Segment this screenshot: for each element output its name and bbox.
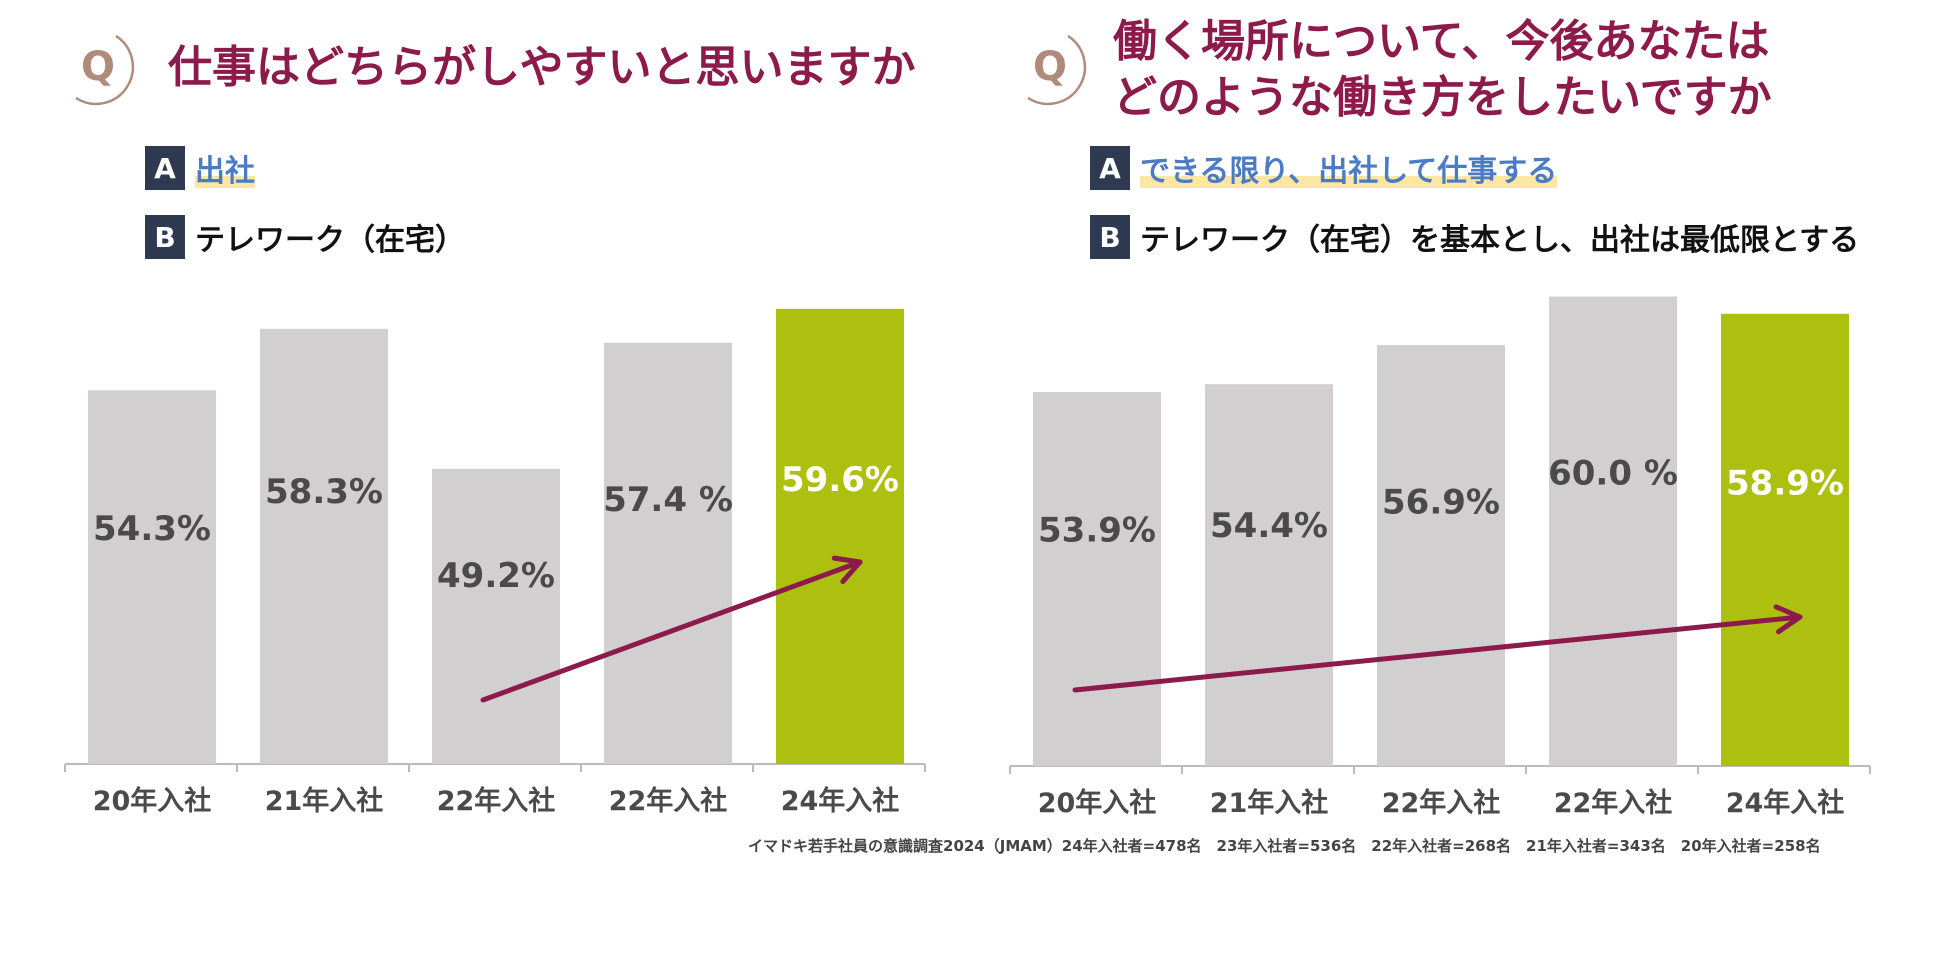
left-panel: Q 仕事はどちらがしやすいと思いますか A 出社 B テレワーク（在宅） 54.… — [64, 34, 926, 817]
category-label: 21年入社 — [265, 785, 384, 817]
option-b: B テレワーク（在宅）を基本とし、出社は最低限とする — [1090, 215, 1859, 259]
trend-arrow-line — [480, 559, 863, 703]
category-label: 20年入社 — [1038, 787, 1157, 819]
trend-arrow-line — [1072, 614, 1803, 693]
category-label: 20年入社 — [93, 785, 212, 817]
category-label: 24年入社 — [1726, 787, 1845, 819]
option-a-label: できる限り、出社して仕事する — [1140, 146, 1558, 190]
bar-value-label: 59.6% — [781, 460, 899, 500]
bar — [260, 328, 388, 764]
bar-value-label: 58.3% — [265, 472, 383, 512]
right-panel: Q 働く場所について、今後あなたは どのような働き方をしたいですか A できる限… — [975, 0, 1950, 956]
bar-chart-right: 53.9% 20年入社 54.4% 21年入社 56.9% 22年入社 60.0 % 22年入… — [1009, 296, 1871, 819]
q-letter: Q — [81, 44, 115, 90]
option-b: B テレワーク（在宅） — [145, 215, 465, 259]
option-b-label: テレワーク（在宅） — [195, 223, 465, 258]
bar — [1549, 296, 1677, 766]
question-title-line-1: 働く場所について、今後あなたは — [1113, 16, 1770, 67]
bar — [604, 342, 732, 764]
bar-value-label: 56.9% — [1382, 482, 1500, 522]
category-label: 21年入社 — [1210, 787, 1329, 819]
bar — [432, 468, 560, 764]
option-b-label: テレワーク（在宅）を基本とし、出社は最低限とする — [1140, 223, 1860, 258]
bar-value-label: 57.4 % — [603, 480, 733, 520]
option-a: A できる限り、出社して仕事する — [1090, 146, 1558, 190]
q-icon: Q — [75, 34, 135, 106]
bar-chart-left: 54.3% 20年入社 58.3% 21年入社 49.2% 22年入社 57.4 % 22年入… — [64, 308, 926, 817]
category-label: 24年入社 — [781, 785, 900, 817]
bar — [776, 308, 904, 764]
option-b-badge: B — [145, 215, 185, 259]
source-footnote: イマドキ若手社員の意識調査2024（JMAM）24年入社者=478名 23年入社… — [748, 837, 1821, 855]
category-label: 22年入社 — [437, 785, 556, 817]
bar — [1721, 313, 1849, 766]
trend-arrow-head — [1773, 604, 1803, 635]
bar-value-label: 54.4% — [1210, 506, 1328, 546]
option-b-badge: B — [1090, 215, 1130, 259]
q-icon: Q — [1027, 34, 1087, 106]
bar-value-label: 60.0 % — [1548, 453, 1678, 493]
option-a: A 出社 — [145, 146, 255, 190]
bar — [88, 390, 216, 764]
option-a-badge: A — [1090, 146, 1130, 190]
bar — [1033, 392, 1161, 766]
option-a-label: 出社 — [195, 146, 255, 190]
bar-value-label: 58.9% — [1726, 464, 1844, 504]
bar-value-label: 53.9% — [1038, 511, 1156, 551]
option-a-badge: A — [145, 146, 185, 190]
bar — [1377, 345, 1505, 766]
category-label: 22年入社 — [609, 785, 728, 817]
bar-value-label: 49.2% — [437, 556, 555, 596]
bar — [1205, 384, 1333, 766]
bar-value-label: 54.3% — [93, 509, 211, 549]
q-letter: Q — [1033, 44, 1067, 90]
category-label: 22年入社 — [1554, 787, 1673, 819]
question-title: 働く場所について、今後あなたは どのような働き方をしたいですか — [1113, 14, 1772, 126]
question-title-line: 仕事はどちらがしやすいと思いますか — [168, 42, 916, 93]
question-title: 仕事はどちらがしやすいと思いますか — [168, 40, 916, 96]
trend-arrow-head — [831, 555, 863, 585]
category-label: 22年入社 — [1382, 787, 1501, 819]
question-title-line-2: どのような働き方をしたいですか — [1113, 72, 1772, 123]
